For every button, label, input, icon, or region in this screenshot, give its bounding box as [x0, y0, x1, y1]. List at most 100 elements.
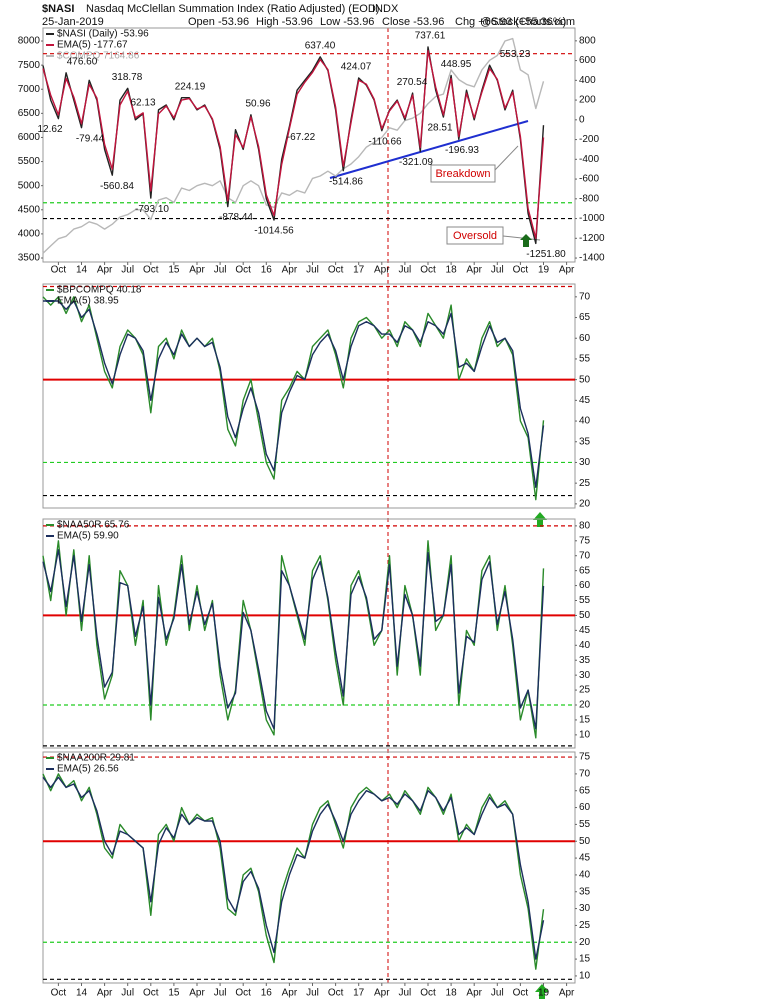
x-tick-label: 18 [446, 265, 458, 276]
x-tick-label: Apr [189, 265, 205, 276]
x-tick-label: Jul [399, 265, 412, 276]
y2-tick-label: 400 [579, 75, 596, 86]
legend-label: $COMPQ 7164.86 [57, 51, 140, 62]
x-tick-label: Jul [306, 988, 319, 999]
data-label: -110.66 [368, 136, 402, 147]
y2-tick-label: -600 [579, 174, 599, 185]
note: Oversold [453, 230, 497, 242]
y-tick-label: 75 [579, 535, 591, 546]
x-tick-label: 16 [261, 265, 273, 276]
y-tick-label: 70 [579, 769, 591, 780]
x-tick-label: Oct [513, 988, 529, 999]
data-label: -321.09 [399, 157, 433, 168]
data-label: 28.51 [427, 123, 452, 134]
y-tick-label: 20 [579, 937, 591, 948]
y-tick-label: 8000 [18, 36, 41, 47]
y-tick-label: 30 [579, 457, 591, 468]
panel-frame [42, 27, 576, 263]
legend-label: $NAA50R 65.76 [57, 520, 130, 531]
series-line [42, 37, 545, 254]
y-tick-label: 50 [579, 610, 591, 621]
y-tick-label: 15 [579, 954, 591, 965]
legend-label: $NAA200R 29.81 [57, 753, 135, 764]
y-tick-label: 25 [579, 920, 591, 931]
title: Nasdaq McClellan Summation Index (Ratio … [86, 3, 379, 15]
quote-open: Open -53.96 [188, 16, 249, 28]
series-line [42, 773, 545, 970]
y2-tick-label: -400 [579, 154, 599, 165]
y-tick-label: 6500 [18, 108, 41, 119]
y-tick-label: 70 [579, 550, 591, 561]
callout-line [494, 145, 519, 171]
x-tick-label: 18 [446, 988, 458, 999]
y2-tick-label: 0 [579, 114, 585, 125]
data-label: 50.96 [245, 98, 270, 109]
legend-label: $BPCOMPQ 40.18 [57, 285, 142, 296]
y-tick-label: 45 [579, 395, 591, 406]
y-tick-label: 25 [579, 685, 591, 696]
callout-line [502, 235, 541, 241]
x-tick-label: Oct [420, 988, 436, 999]
y2-tick-label: -200 [579, 134, 599, 145]
data-label: -878.44 [219, 212, 253, 223]
quote-change: Chg +66.93 (+55.36%) [455, 16, 566, 28]
x-tick-label: Oct [51, 988, 67, 999]
series-line [42, 50, 545, 239]
legend-label: EMA(5) 26.56 [57, 764, 119, 775]
y-tick-label: 30 [579, 670, 591, 681]
data-label: 12.62 [37, 124, 62, 135]
x-tick-label: Jul [491, 988, 504, 999]
y2-tick-label: -1000 [579, 213, 605, 224]
data-label: -560.84 [100, 181, 134, 192]
y2-tick-label: 200 [579, 95, 596, 106]
y-tick-label: 35 [579, 436, 591, 447]
panel-frame [42, 751, 576, 984]
x-tick-label: Jul [214, 265, 227, 276]
y-tick-label: 40 [579, 416, 591, 427]
x-tick-label: Oct [143, 265, 159, 276]
note-box [446, 226, 504, 245]
y-tick-label: 20 [579, 700, 591, 711]
data-label: -514.86 [329, 176, 363, 187]
data-label: 637.40 [305, 41, 336, 52]
exchange: INDX [372, 3, 399, 15]
data-label: -793.10 [135, 204, 169, 215]
series-line [42, 540, 545, 739]
x-tick-label: Oct [235, 988, 251, 999]
arrow-icon [535, 984, 549, 999]
data-label: 424.07 [341, 62, 372, 73]
y-tick-label: 45 [579, 853, 591, 864]
y-tick-label: 65 [579, 785, 591, 796]
legend-label: EMA(5) -177.67 [57, 40, 128, 51]
y-tick-label: 4000 [18, 229, 41, 240]
data-label: 270.54 [397, 77, 428, 88]
y-tick-label: 30 [579, 903, 591, 914]
brand: @StockCharts.com [480, 16, 575, 28]
y-tick-label: 50 [579, 374, 591, 385]
y-tick-label: 35 [579, 655, 591, 666]
x-tick-label: 15 [168, 988, 180, 999]
x-tick-label: Jul [491, 265, 504, 276]
y-tick-label: 60 [579, 333, 591, 344]
y-tick-label: 40 [579, 870, 591, 881]
y-tick-label: 65 [579, 312, 591, 323]
y-tick-label: 60 [579, 802, 591, 813]
data-label: 224.19 [175, 81, 206, 92]
y-tick-label: 5500 [18, 156, 41, 167]
y-tick-label: 10 [579, 971, 591, 982]
x-tick-label: 14 [76, 988, 88, 999]
y2-tick-label: 600 [579, 55, 596, 66]
legend-label: EMA(5) 59.90 [57, 531, 119, 542]
symbol: $NASI [42, 3, 74, 15]
y-tick-label: 5000 [18, 180, 41, 191]
data-label: 476.60 [67, 56, 98, 67]
y-tick-label: 10 [579, 730, 591, 741]
y-tick-label: 7500 [18, 60, 41, 71]
data-label: 737.61 [415, 31, 446, 42]
y-tick-label: 60 [579, 580, 591, 591]
x-tick-label: 19 [538, 988, 550, 999]
y-tick-label: 75 [579, 752, 591, 763]
quote-high: High -53.96 [256, 16, 313, 28]
data-label: 448.95 [441, 59, 472, 70]
y-tick-label: 15 [579, 715, 591, 726]
